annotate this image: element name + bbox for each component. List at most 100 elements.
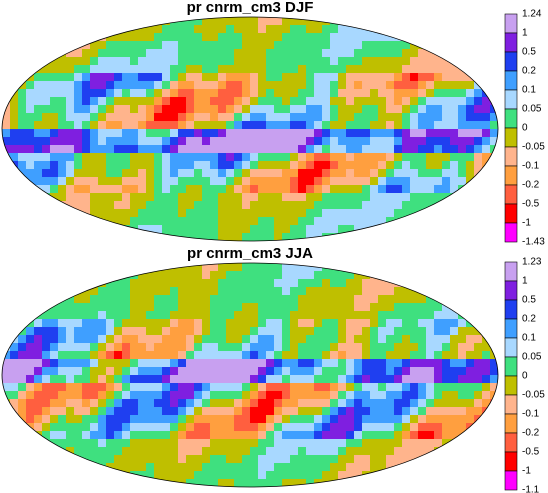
map-cell — [434, 113, 442, 121]
map-cell — [170, 431, 178, 439]
map-cell — [10, 263, 18, 271]
map-cell — [234, 311, 242, 319]
map-cell — [266, 169, 274, 177]
map-cell — [50, 455, 58, 463]
map-cell — [298, 41, 306, 49]
map-cell — [354, 49, 362, 57]
map-cell — [402, 161, 410, 169]
map-cell — [194, 447, 202, 455]
panel-title: pr cnrm_cm3 DJF — [187, 0, 314, 16]
map-cell — [338, 455, 346, 463]
map-cell — [98, 455, 106, 463]
map-cell — [178, 431, 186, 439]
map-cell — [338, 343, 346, 351]
map-cell — [426, 447, 434, 455]
map-cell — [74, 81, 82, 89]
map-cell — [394, 367, 402, 375]
map-cell — [450, 105, 458, 113]
map-cell — [66, 463, 74, 471]
map-cell — [250, 367, 258, 375]
map-cell — [106, 271, 114, 279]
map-cell — [458, 81, 466, 89]
map-cell — [114, 201, 122, 209]
map-cell — [418, 287, 426, 295]
map-cell — [34, 217, 42, 225]
map-cell — [330, 185, 338, 193]
map-cell — [338, 97, 346, 105]
map-cell — [202, 73, 210, 81]
map-cell — [74, 121, 82, 129]
map-cell — [474, 217, 482, 225]
map-cell — [330, 295, 338, 303]
map-cell — [378, 295, 386, 303]
map-cell — [442, 335, 450, 343]
map-cell — [466, 375, 474, 383]
map-cell — [330, 471, 338, 479]
map-cell — [426, 121, 434, 129]
map-cell — [250, 185, 258, 193]
map-cell — [466, 407, 474, 415]
map-cell — [242, 399, 250, 407]
map-cell — [458, 113, 466, 121]
map-cell — [306, 471, 314, 479]
map-cell — [314, 81, 322, 89]
map-cell — [250, 343, 258, 351]
map-cell — [234, 431, 242, 439]
map-cell — [490, 271, 498, 279]
map-cell — [18, 161, 26, 169]
map-cell — [346, 193, 354, 201]
map-cell — [50, 201, 58, 209]
map-cell — [474, 233, 482, 241]
map-cell — [242, 423, 250, 431]
map-cell — [466, 303, 474, 311]
map-cell — [26, 391, 34, 399]
map-cell — [314, 113, 322, 121]
map-cell — [394, 97, 402, 105]
map-cell — [362, 399, 370, 407]
map-cell — [354, 217, 362, 225]
map-cell — [114, 145, 122, 153]
map-cell — [266, 407, 274, 415]
map-cell — [98, 57, 106, 65]
map-cell — [186, 279, 194, 287]
map-cell — [162, 367, 170, 375]
map-cell — [178, 49, 186, 57]
map-cell — [322, 129, 330, 137]
map-cell — [426, 431, 434, 439]
map-cell — [370, 431, 378, 439]
map-cell — [210, 33, 218, 41]
map-cell — [178, 137, 186, 145]
map-cell — [490, 431, 498, 439]
map-cell — [394, 209, 402, 217]
map-cell — [386, 439, 394, 447]
colorbar-label: 1 — [522, 276, 528, 287]
map-cell — [10, 233, 18, 241]
map-cell — [26, 455, 34, 463]
map-cell — [42, 25, 50, 33]
map-cell — [306, 209, 314, 217]
map-cell — [186, 375, 194, 383]
map-cell — [426, 463, 434, 471]
map-cell — [202, 335, 210, 343]
map-cell — [226, 343, 234, 351]
map-cell — [434, 41, 442, 49]
map-cell — [450, 89, 458, 97]
map-cell — [402, 311, 410, 319]
map-cell — [450, 153, 458, 161]
map-cell — [418, 17, 426, 25]
map-cell — [282, 479, 290, 487]
map-cell — [234, 161, 242, 169]
map-cell — [394, 271, 402, 279]
map-cell — [50, 137, 58, 145]
map-cell — [402, 233, 410, 241]
map-cell — [218, 113, 226, 121]
map-cell — [434, 351, 442, 359]
map-cell — [186, 121, 194, 129]
map-cell — [418, 97, 426, 105]
map-cell — [18, 217, 26, 225]
map-cell — [34, 295, 42, 303]
map-cell — [58, 33, 66, 41]
map-cell — [130, 73, 138, 81]
map-cell — [122, 455, 130, 463]
map-cell — [170, 271, 178, 279]
